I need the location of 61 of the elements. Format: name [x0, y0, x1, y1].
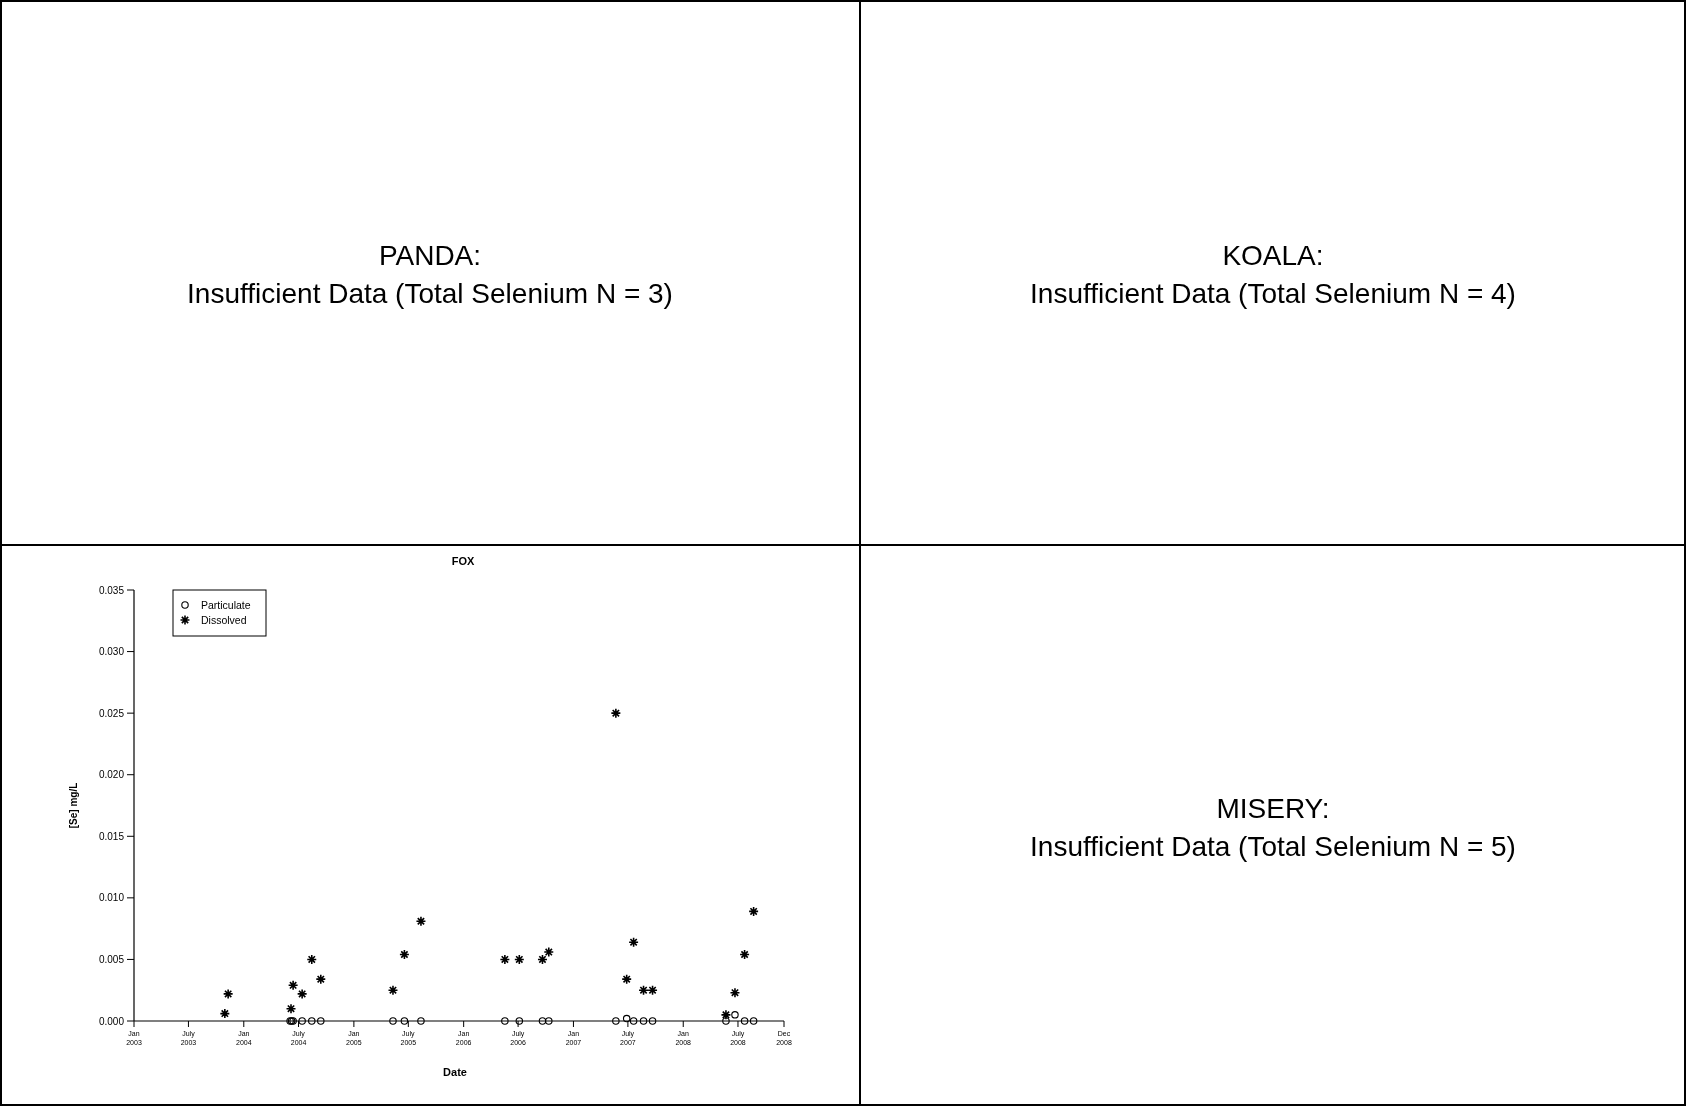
- point: [729, 987, 741, 998]
- point: [515, 1017, 524, 1025]
- point: [222, 988, 234, 1000]
- point: [219, 1008, 231, 1019]
- point: [749, 1017, 758, 1025]
- y-tick-label: 0.010: [98, 892, 125, 904]
- text: Insufficient Data (Total Selenium N = 4): [1030, 277, 1516, 309]
- text: Insufficient Data (Total Selenium N = 5): [1030, 830, 1516, 862]
- point: [415, 915, 427, 927]
- y-tick-label: 0.015: [98, 830, 125, 842]
- y-tick-label: 0.025: [98, 707, 125, 719]
- point: [610, 707, 622, 719]
- point: [287, 979, 299, 991]
- chart-title: FOX: [451, 555, 475, 567]
- point: [306, 954, 318, 965]
- point: [400, 1017, 409, 1025]
- point: [639, 1017, 648, 1025]
- y-tick-label: 0.035: [98, 584, 125, 596]
- point: [621, 973, 632, 985]
- point: [647, 984, 658, 996]
- point: [387, 984, 399, 996]
- point: [399, 949, 410, 960]
- point: [308, 1017, 316, 1025]
- point: [285, 1003, 297, 1014]
- point: [389, 1017, 397, 1025]
- y-tick-label: 0.020: [98, 769, 125, 781]
- point: [317, 1017, 325, 1025]
- point: [720, 1009, 732, 1021]
- text: MISERY:: [1216, 792, 1330, 824]
- point: [514, 954, 525, 965]
- y-axis-title: [Se] mg/L: [68, 782, 79, 829]
- point: [538, 1017, 547, 1025]
- point: [298, 1017, 306, 1025]
- point: [739, 949, 750, 960]
- point: [648, 1017, 657, 1025]
- point: [622, 1014, 631, 1023]
- point: [501, 1017, 509, 1025]
- point: [731, 1011, 739, 1019]
- legend-label: Dissolved: [201, 613, 247, 626]
- point: [629, 1017, 638, 1025]
- y-tick-label: 0.030: [98, 646, 125, 658]
- point: [740, 1017, 749, 1025]
- legend-label: Particulate: [201, 598, 251, 611]
- point: [612, 1017, 620, 1025]
- point: [499, 954, 511, 965]
- point: [722, 1017, 730, 1025]
- point: [628, 936, 639, 948]
- text: KOALA:: [1222, 239, 1324, 271]
- point: [638, 984, 649, 996]
- point: [748, 906, 759, 917]
- point: [296, 988, 308, 1000]
- text: PANDA:: [378, 239, 482, 271]
- point: [537, 954, 548, 965]
- point: [417, 1017, 425, 1025]
- text: Insufficient Data (Total Selenium N = 3): [187, 277, 673, 309]
- point: [543, 946, 555, 958]
- y-tick-label: 0.005: [98, 953, 125, 965]
- x-axis-title: Date: [443, 1066, 467, 1078]
- point: [545, 1017, 553, 1025]
- point: [315, 973, 327, 985]
- y-tick-label: 0.000: [98, 1015, 125, 1027]
